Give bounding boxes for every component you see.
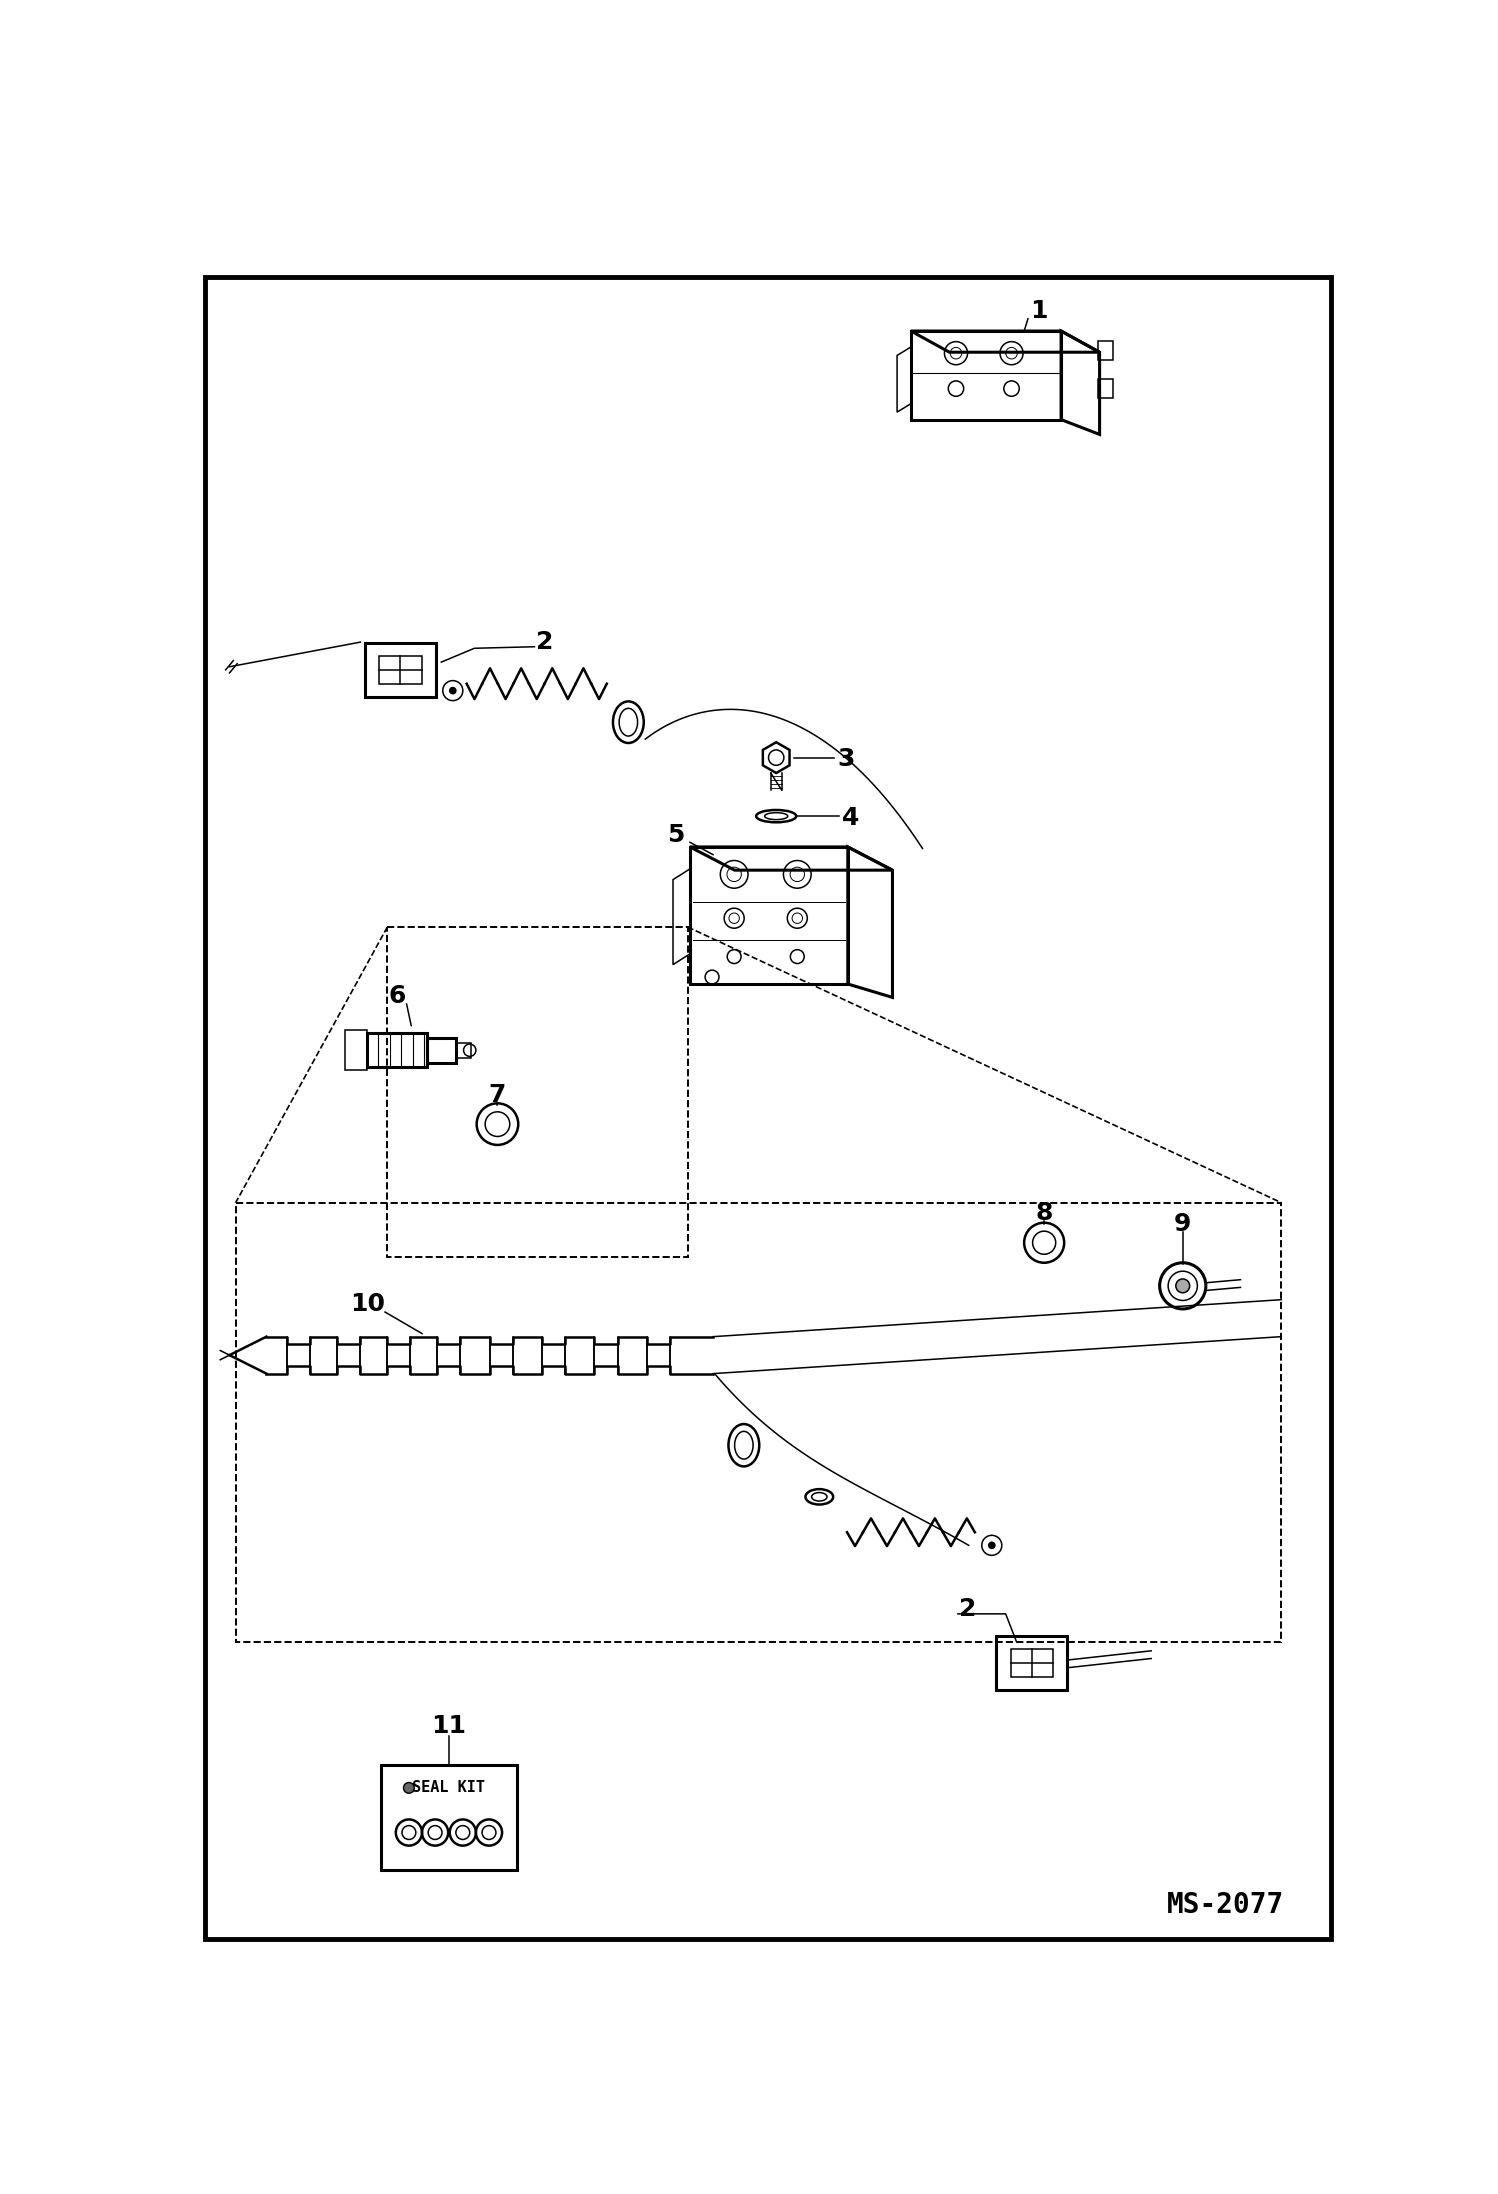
Text: 9: 9 bbox=[1174, 1213, 1191, 1235]
Bar bbox=[1098, 342, 1113, 360]
Circle shape bbox=[1176, 1279, 1189, 1292]
Bar bbox=[1098, 380, 1113, 397]
Text: 2: 2 bbox=[959, 1597, 977, 1621]
Bar bbox=[1011, 1650, 1053, 1676]
Text: 7: 7 bbox=[488, 1084, 506, 1108]
Bar bbox=[455, 1042, 472, 1058]
Text: 3: 3 bbox=[837, 748, 855, 770]
Bar bbox=[367, 1033, 427, 1066]
Bar bbox=[345, 1031, 367, 1071]
Bar bbox=[235, 1202, 1281, 1641]
Text: 2: 2 bbox=[536, 630, 553, 654]
Circle shape bbox=[449, 687, 457, 695]
Bar bbox=[996, 1637, 1067, 1689]
Bar bbox=[427, 1038, 455, 1062]
Bar bbox=[379, 656, 422, 685]
Bar bbox=[388, 928, 688, 1257]
Text: SEAL KIT: SEAL KIT bbox=[412, 1779, 485, 1795]
Text: 8: 8 bbox=[1035, 1200, 1053, 1224]
Text: 4: 4 bbox=[842, 805, 860, 829]
Bar bbox=[366, 643, 436, 698]
Bar bbox=[380, 1764, 517, 1869]
Circle shape bbox=[989, 1542, 996, 1549]
Text: 5: 5 bbox=[668, 823, 685, 847]
Text: 10: 10 bbox=[351, 1292, 385, 1316]
Text: 6: 6 bbox=[388, 985, 406, 1009]
Text: MS-2077: MS-2077 bbox=[1167, 1891, 1284, 1920]
Circle shape bbox=[403, 1782, 415, 1792]
Text: 11: 11 bbox=[431, 1714, 466, 1738]
Text: 1: 1 bbox=[1031, 298, 1047, 323]
